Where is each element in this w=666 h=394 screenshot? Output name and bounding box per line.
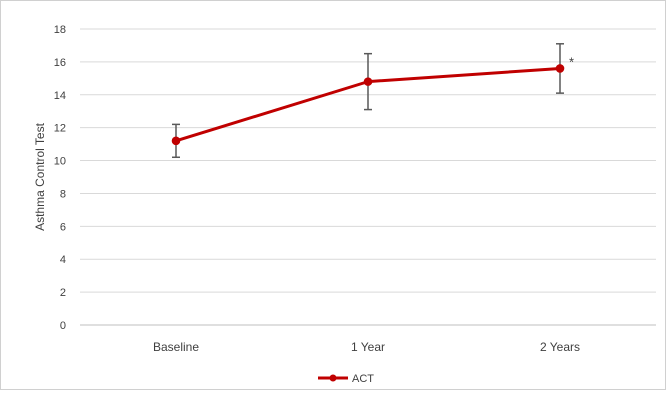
annotations-layer: *: [569, 54, 574, 69]
y-axis: 0 2 4 6 8 10 12 14 16 18: [54, 24, 66, 332]
y-tick-label: 6: [60, 221, 66, 233]
significance-marker: *: [569, 54, 574, 69]
data-point: [363, 77, 373, 86]
legend-swatch-marker: [329, 374, 337, 382]
y-tick-label: 0: [60, 320, 66, 332]
x-axis: Baseline 1 Year 2 Years: [80, 324, 656, 354]
x-tick-label: 2 Years: [540, 340, 580, 354]
y-tick-label: 16: [54, 57, 66, 69]
y-axis-title: Asthma Control Test: [33, 122, 47, 230]
y-tick-label: 10: [54, 156, 66, 168]
y-tick-label: 12: [54, 123, 66, 135]
x-tick-label: Baseline: [153, 340, 199, 354]
data-point: [171, 136, 181, 146]
data-point: [555, 64, 565, 73]
y-tick-label: 2: [60, 287, 66, 299]
y-tick-label: 14: [54, 90, 66, 102]
y-tick-label: 18: [54, 24, 66, 36]
y-tick-label: 8: [60, 188, 66, 200]
y-tick-label: 4: [60, 254, 66, 266]
legend-label: ACT: [352, 373, 374, 385]
series-layer: [171, 43, 565, 159]
legend: ACT: [318, 373, 374, 385]
x-tick-label: 1 Year: [351, 340, 385, 354]
